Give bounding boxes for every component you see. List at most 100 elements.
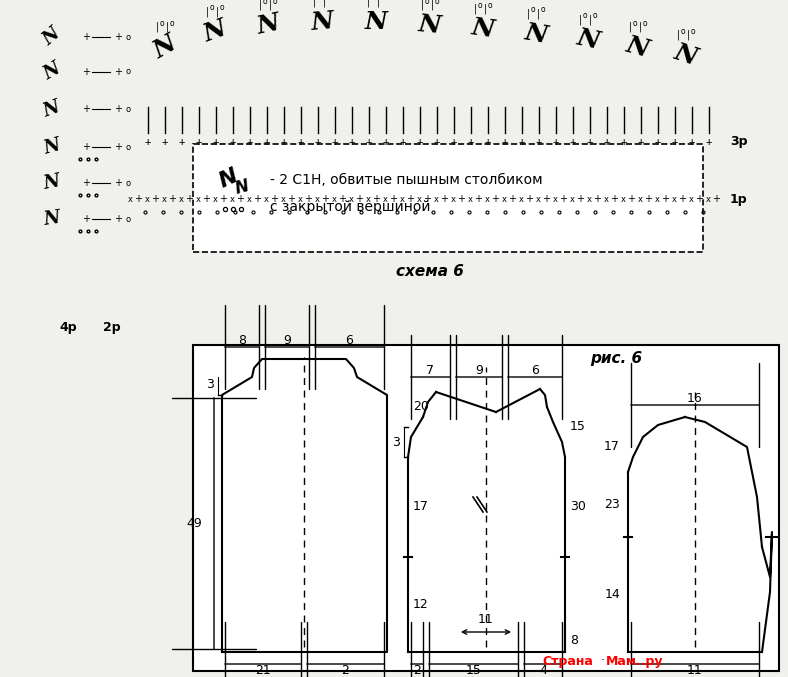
Text: x: x — [433, 194, 438, 204]
Text: +: + — [559, 194, 567, 204]
Text: o: o — [435, 0, 440, 5]
Text: x: x — [467, 194, 473, 204]
Text: +: + — [82, 32, 90, 42]
Text: |: | — [537, 9, 540, 19]
Text: +: + — [236, 194, 244, 204]
Text: +: + — [491, 194, 499, 204]
Text: o: o — [582, 12, 587, 20]
Text: o: o — [643, 18, 647, 28]
Text: 14: 14 — [604, 588, 620, 601]
Text: 16: 16 — [687, 391, 703, 404]
Text: o: o — [126, 32, 131, 41]
Text: - 2 С1Н, обвитые пышным столбиком: - 2 С1Н, обвитые пышным столбиком — [270, 173, 543, 187]
Text: +: + — [213, 137, 219, 147]
Text: +: + — [332, 137, 338, 147]
Text: N: N — [233, 177, 251, 198]
Text: +: + — [689, 137, 695, 147]
Text: x: x — [519, 194, 523, 204]
Text: 8: 8 — [238, 334, 246, 347]
Text: +: + — [114, 67, 122, 77]
Text: x: x — [213, 194, 217, 204]
Text: N: N — [41, 97, 63, 121]
Text: +: + — [712, 194, 720, 204]
Text: o: o — [273, 0, 277, 5]
Text: |: | — [483, 4, 487, 14]
Text: +: + — [355, 194, 363, 204]
Text: 3р: 3р — [730, 135, 748, 148]
Text: o: o — [370, 0, 375, 3]
Text: 23: 23 — [604, 498, 620, 511]
Text: o: o — [681, 26, 686, 35]
Text: +: + — [389, 194, 397, 204]
Text: x: x — [229, 194, 235, 204]
Text: o: o — [126, 104, 131, 114]
Bar — [193, 345, 779, 671]
Text: x: x — [247, 194, 251, 204]
Text: x: x — [485, 194, 489, 204]
Text: N: N — [418, 12, 442, 38]
Text: x: x — [348, 194, 354, 204]
Text: |: | — [366, 0, 370, 7]
Text: |: | — [206, 7, 209, 17]
Text: x: x — [689, 194, 693, 204]
Text: 20: 20 — [413, 401, 429, 414]
Text: +: + — [247, 137, 253, 147]
Text: |: | — [215, 7, 218, 17]
Text: o: o — [488, 1, 492, 9]
Text: 6: 6 — [346, 334, 354, 347]
Text: x: x — [128, 194, 132, 204]
Text: N: N — [149, 31, 181, 63]
Text: |: | — [377, 0, 380, 7]
Text: N: N — [215, 166, 240, 192]
Text: +: + — [82, 67, 90, 77]
Text: x: x — [382, 194, 388, 204]
Text: x: x — [298, 194, 303, 204]
Text: o: o — [593, 12, 597, 20]
Text: o: o — [169, 18, 174, 28]
Text: +: + — [502, 137, 508, 147]
Text: 11: 11 — [478, 613, 494, 626]
Text: o: o — [220, 3, 225, 12]
Text: +: + — [168, 194, 176, 204]
Text: +: + — [542, 194, 550, 204]
Text: x: x — [637, 194, 642, 204]
Text: +: + — [202, 194, 210, 204]
Text: +: + — [474, 194, 482, 204]
Text: +: + — [451, 137, 457, 147]
Text: +: + — [406, 194, 414, 204]
Text: +: + — [145, 137, 151, 147]
Text: +: + — [372, 194, 380, 204]
Text: схема 6: схема 6 — [396, 265, 464, 280]
Text: +: + — [440, 194, 448, 204]
Text: N: N — [522, 20, 549, 48]
Text: 15: 15 — [570, 420, 585, 433]
Text: |: | — [526, 9, 530, 19]
Text: N: N — [671, 40, 701, 70]
Text: x: x — [604, 194, 608, 204]
Text: |: | — [322, 0, 325, 7]
Text: +: + — [162, 137, 168, 147]
Text: +: + — [82, 214, 90, 224]
Text: +: + — [114, 142, 122, 152]
Text: |: | — [269, 0, 272, 10]
Text: o: o — [126, 215, 131, 223]
Text: 11: 11 — [687, 665, 703, 677]
Text: x: x — [552, 194, 557, 204]
Text: x: x — [671, 194, 677, 204]
Text: 21: 21 — [255, 665, 271, 677]
Text: o: o — [478, 1, 482, 9]
Text: |: | — [676, 30, 679, 40]
Text: +: + — [82, 104, 90, 114]
Text: +: + — [114, 178, 122, 188]
Text: +: + — [134, 194, 142, 204]
Text: +: + — [287, 194, 295, 204]
Text: +: + — [519, 137, 525, 147]
Text: +: + — [485, 137, 491, 147]
Text: N: N — [40, 25, 64, 49]
Text: 15: 15 — [466, 665, 481, 677]
Text: N: N — [42, 136, 62, 158]
Text: 17: 17 — [604, 441, 620, 454]
Text: 2р: 2р — [103, 320, 121, 334]
Text: +: + — [417, 137, 423, 147]
Text: +: + — [525, 194, 533, 204]
